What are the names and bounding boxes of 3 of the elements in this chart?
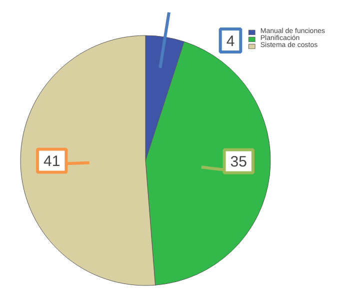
data-label: 35: [230, 154, 247, 171]
data-label: 41: [43, 153, 60, 170]
data-label: 4: [226, 33, 235, 50]
